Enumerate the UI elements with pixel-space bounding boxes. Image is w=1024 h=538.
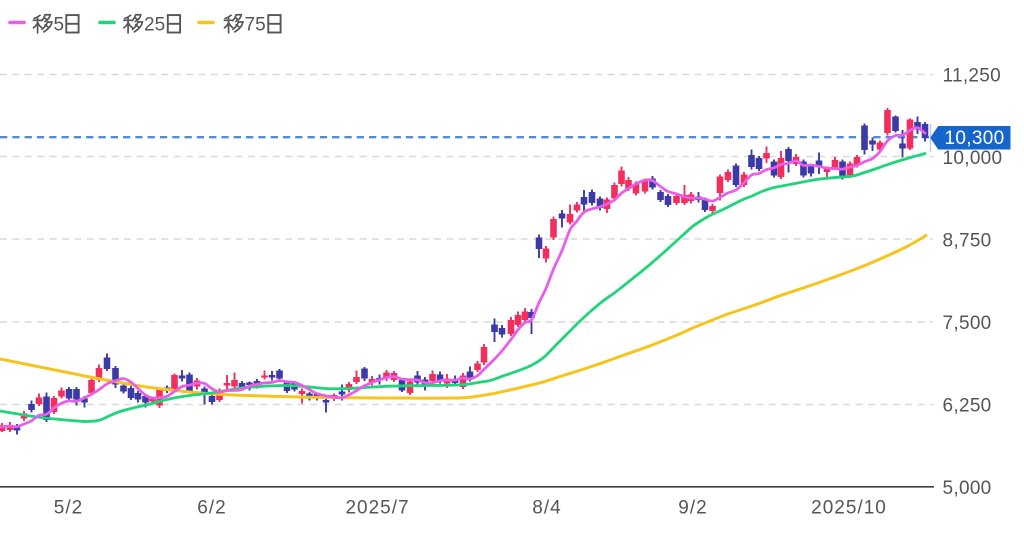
svg-text:7,500: 7,500 [943,313,992,334]
svg-text:10,000: 10,000 [943,148,1003,169]
svg-text:5: 5 [54,15,65,36]
svg-text:10,300: 10,300 [945,128,1005,149]
svg-text:8,750: 8,750 [943,230,992,251]
svg-text:2025/10: 2025/10 [811,498,887,519]
svg-text:11,250: 11,250 [943,65,1002,86]
svg-text:5/2: 5/2 [54,498,83,519]
svg-text:8/4: 8/4 [532,498,561,519]
svg-text:6,250: 6,250 [943,395,992,416]
svg-text:2025/7: 2025/7 [345,498,409,519]
svg-text:25: 25 [144,15,165,36]
svg-text:6/2: 6/2 [197,498,226,519]
svg-text:5,000: 5,000 [943,478,992,499]
svg-text:9/2: 9/2 [678,498,707,519]
svg-text:75: 75 [245,15,266,36]
